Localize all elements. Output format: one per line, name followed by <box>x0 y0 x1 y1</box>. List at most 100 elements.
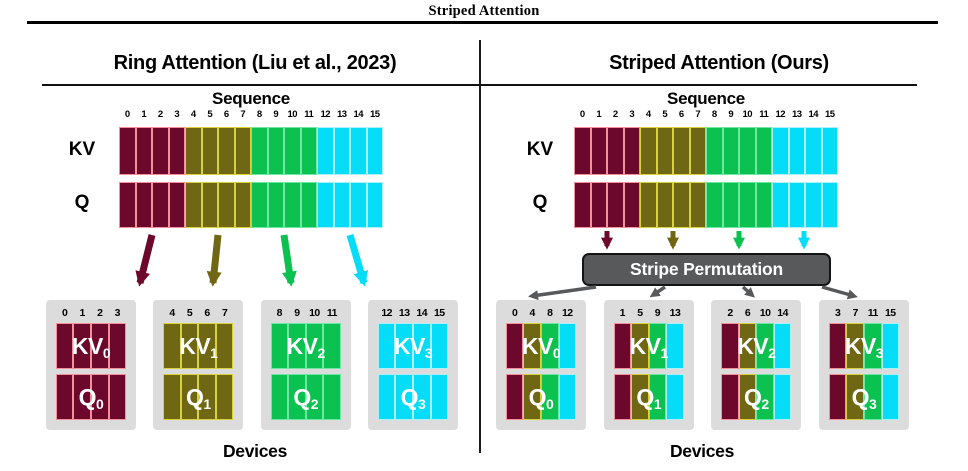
perm-out-arrow-0-icon <box>528 285 597 301</box>
seq-cell <box>350 182 367 228</box>
stripe-permutation-box: Stripe Permutation <box>582 253 831 286</box>
device-cell <box>215 374 234 420</box>
device-cell <box>108 374 127 420</box>
seq-cell <box>284 182 301 228</box>
seq-tick: 6 <box>223 109 229 120</box>
device-index: 3 <box>834 307 841 319</box>
seq-cell <box>267 182 284 228</box>
seq-tick: 5 <box>207 109 213 120</box>
device-cell <box>270 374 289 420</box>
device-cell <box>756 323 774 369</box>
panel-divider <box>479 40 481 453</box>
device-cell <box>881 323 900 369</box>
device-kv-label: KV 3 <box>844 332 884 361</box>
seq-cell <box>267 127 284 175</box>
seq-tick: 15 <box>824 109 835 120</box>
seq-cell <box>300 127 317 175</box>
header-rule <box>27 21 938 24</box>
device-index: 12 <box>381 307 392 319</box>
device-cell <box>773 323 792 369</box>
seq-cell <box>333 182 350 228</box>
device-indices: 3 7 11 15 <box>829 307 899 321</box>
seq-tick: 1 <box>596 109 602 120</box>
seq-cell <box>574 127 591 175</box>
seq-tick: 3 <box>174 109 180 120</box>
seq-cell <box>656 182 673 228</box>
seq-cell <box>755 182 772 228</box>
sequence-ticks-ring: 0 1 2 3 4 5 6 7 8 9 10 11 12 13 14 15 <box>119 109 383 122</box>
device-box: 4 5 6 7 KV 1 Q 1 <box>153 300 244 430</box>
seq-cell <box>788 182 805 228</box>
device-cell <box>756 374 774 420</box>
seq-cell <box>590 182 607 228</box>
seq-cell <box>366 182 383 228</box>
device-cell <box>288 323 306 369</box>
device-box: 3 7 11 15 KV 3 Q 3 <box>818 300 909 430</box>
device-cell <box>305 374 324 420</box>
device-cell <box>666 323 684 369</box>
device-index: 2 <box>97 307 103 319</box>
seq-tick: 10 <box>742 109 753 120</box>
device-kv-label: KV 0 <box>71 332 111 361</box>
device-kv-label: KV 2 <box>286 332 326 361</box>
document-running-title: Striped Attention <box>428 3 540 19</box>
seq-cell <box>673 127 690 175</box>
seq-cell <box>805 127 822 175</box>
seq-tick: 14 <box>808 109 819 120</box>
device-cell <box>412 323 431 369</box>
device-row-striped: 0 4 8 12 KV 0 Q 0 1 5 9 13 KV 1 Q 1 2 6 10 14 KV 2 Q 2 3 7 11 15 KV 3… <box>496 300 909 430</box>
seq-cell <box>607 182 624 228</box>
device-index: 15 <box>433 307 445 319</box>
device-cell <box>163 374 181 420</box>
device-cell <box>738 374 757 420</box>
seq-cell <box>185 182 202 228</box>
seq-tick: 15 <box>369 109 380 120</box>
seq-cell <box>366 127 383 175</box>
device-index: 8 <box>276 307 283 319</box>
device-row-ring: 0 1 2 3 KV 0 Q 0 4 5 6 7 KV 1 Q 1 8 9 10 11 KV 2 Q 2 12 13 14 15 KV 3… <box>46 300 458 430</box>
device-index: 0 <box>512 307 518 319</box>
device-cell <box>613 374 632 420</box>
device-index: 13 <box>398 307 410 319</box>
device-cell <box>91 323 109 369</box>
seq-cell <box>251 127 268 175</box>
seq-cell <box>135 127 152 175</box>
seq-tick: 1 <box>141 109 147 120</box>
seq-cell <box>821 127 838 175</box>
seq-cell <box>640 127 657 175</box>
seq-tick: 14 <box>353 109 364 120</box>
seq-cell <box>788 127 805 175</box>
device-cell <box>541 374 559 420</box>
seq-tick: 4 <box>190 109 196 120</box>
device-cell <box>541 323 559 369</box>
seq-cell <box>135 182 152 228</box>
device-index: 9 <box>294 307 300 319</box>
seq-cell <box>251 182 268 228</box>
device-cell <box>828 323 847 369</box>
device-indices: 2 6 10 14 <box>721 307 791 321</box>
device-cell <box>198 374 216 420</box>
device-cell <box>305 323 324 369</box>
device-kv-block: KV 0 <box>505 323 577 369</box>
seq-cell <box>350 127 367 175</box>
device-index: 4 <box>169 307 175 319</box>
device-cell <box>180 323 199 369</box>
seq-cell <box>706 182 723 228</box>
q-row-label-ring: Q <box>74 192 90 213</box>
seq-tick: 7 <box>695 109 701 120</box>
device-cell <box>721 323 739 369</box>
seq-cell <box>234 182 251 228</box>
device-cell <box>523 374 541 420</box>
seq-cell <box>722 182 739 228</box>
device-kv-block: KV 2 <box>270 323 341 369</box>
device-kv-block: KV 1 <box>163 323 234 369</box>
device-index: 15 <box>884 307 896 319</box>
seq-cell <box>739 182 756 228</box>
seq-cell <box>689 127 706 175</box>
device-cell <box>395 323 413 369</box>
seq-cell <box>201 182 218 228</box>
